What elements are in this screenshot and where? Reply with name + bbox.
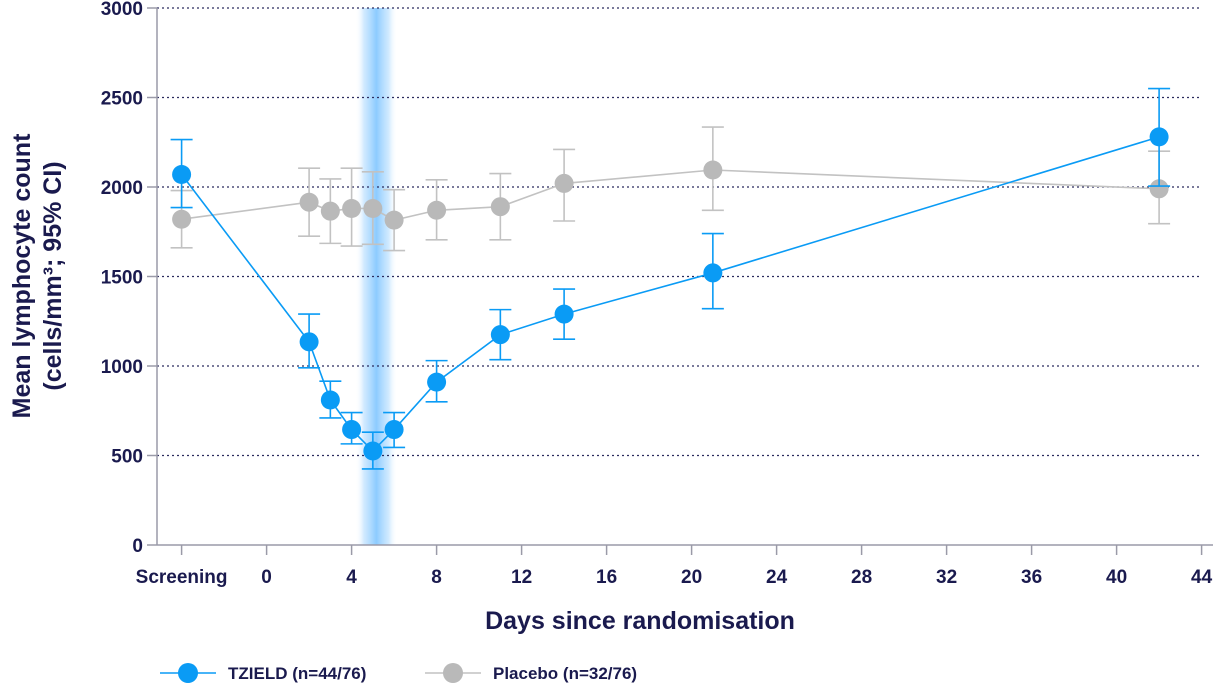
data-point [363,198,383,218]
data-point [554,304,574,324]
data-point [703,263,723,283]
y-axis-label-line1: Mean lymphocyte count [8,133,36,418]
y-tick-label-3000: 3000 [101,0,143,20]
y-tick-label-2500: 2500 [101,89,143,110]
series-tzield [170,87,1171,470]
data-point [490,325,510,345]
data-point [1149,179,1169,199]
data-point [427,372,447,392]
data-point [703,160,723,180]
highlight-band [355,8,398,545]
data-point [342,198,362,218]
x-tick-label-28: 28 [851,567,872,588]
x-axis-label: Days since randomisation [485,607,795,635]
data-point [172,164,192,184]
x-tick-label-screening: Screening [136,567,228,588]
x-tick-label-40: 40 [1106,567,1127,588]
data-point [427,200,447,220]
legend-item-placebo: Placebo (n=32/76) [425,663,637,683]
data-point [384,420,404,440]
gridlines [157,7,1201,457]
y-tick-label-1500: 1500 [101,268,143,289]
x-tick-label-36: 36 [1021,567,1042,588]
x-tick-label-24: 24 [766,567,788,588]
y-tick-label-1000: 1000 [101,357,143,378]
y-tick-label-0: 0 [132,536,143,557]
data-point [299,332,319,352]
legend-swatch-marker [178,663,198,683]
data-point [342,420,362,440]
x-tick-label-44: 44 [1191,567,1213,588]
data-point [299,192,319,212]
data-point [172,209,192,229]
x-tick-label-12: 12 [511,567,532,588]
legend: TZIELD (n=44/76) Placebo (n=32/76) [160,663,637,683]
y-tick-label-500: 500 [111,447,143,468]
data-point [490,197,510,217]
series-layer [170,87,1171,470]
x-tick-label-4: 4 [346,567,357,588]
y-axis-label: Mean lymphocyte count (cells/mm³; 95% CI… [8,133,67,418]
data-point [1149,127,1169,147]
series-placebo [170,126,1171,252]
x-tick-label-16: 16 [596,567,617,588]
x-tick-label-0: 0 [261,567,272,588]
y-tick-label-2000: 2000 [101,178,143,199]
data-point [363,441,383,461]
legend-label: TZIELD (n=44/76) [228,664,366,683]
y-axis-label-line2: (cells/mm³; 95% CI) [39,161,67,390]
data-point [554,173,574,193]
legend-item-tzield: TZIELD (n=44/76) [160,663,366,683]
highlight-band-layer [355,8,398,545]
legend-swatch-marker [443,663,463,683]
data-point [320,201,340,221]
axes: 0 500 1000 1500 2000 2500 3000 Screening 0 4 8 12 16… [101,0,1213,588]
x-tick-label-20: 20 [681,567,702,588]
legend-label: Placebo (n=32/76) [493,664,637,683]
data-point [320,390,340,410]
x-tick-label-8: 8 [431,567,442,588]
x-tick-label-32: 32 [936,567,957,588]
data-point [384,210,404,230]
